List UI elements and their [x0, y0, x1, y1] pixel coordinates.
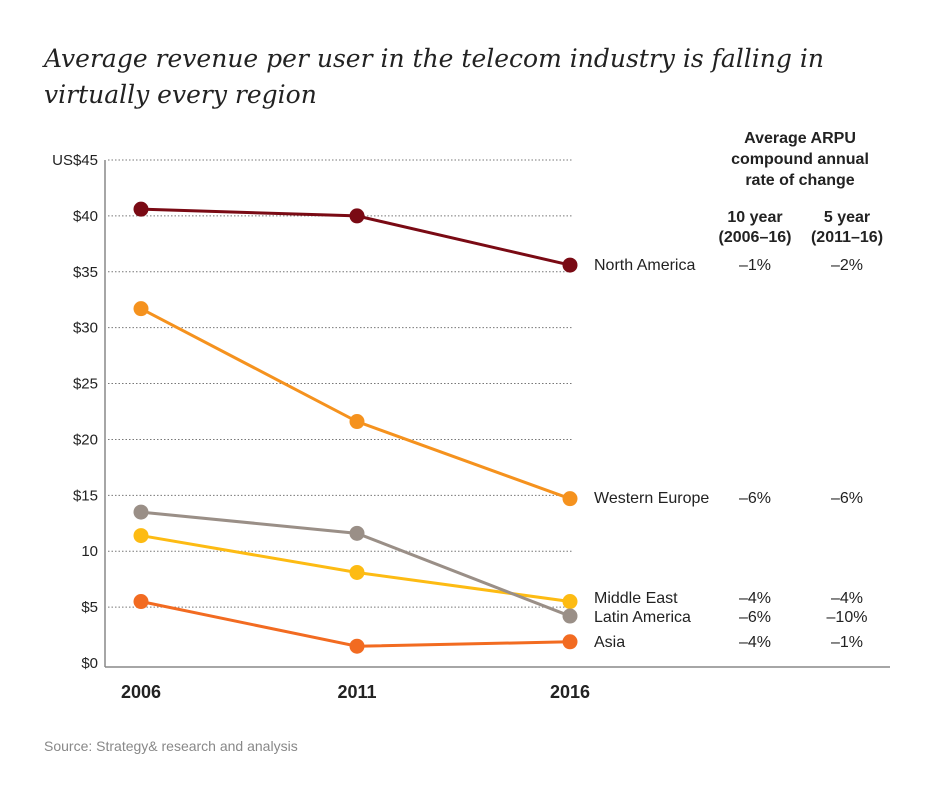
ten-year-rate: –4%	[739, 590, 771, 607]
five-year-rate: –2%	[831, 257, 863, 274]
y-tick-label: $25	[73, 376, 98, 393]
data-point	[562, 491, 578, 507]
table-header-1: Average ARPU	[744, 130, 856, 147]
data-point	[349, 525, 365, 541]
y-tick-label: $20	[73, 431, 98, 448]
chart-title-line-2: virtually every region	[44, 80, 317, 109]
data-point	[133, 594, 149, 610]
five-year-rate: –4%	[831, 590, 863, 607]
series-line	[140, 307, 571, 501]
data-point	[133, 504, 149, 520]
y-tick-label: $15	[73, 487, 98, 504]
ten-year-rate: –6%	[739, 490, 771, 507]
table-header-3: rate of change	[745, 172, 854, 189]
data-point	[562, 608, 578, 624]
data-point	[133, 528, 149, 544]
ten-year-rate: –4%	[739, 634, 771, 651]
series-label: North America	[594, 257, 695, 274]
series-label: Asia	[594, 634, 625, 651]
data-point	[349, 564, 365, 580]
chart-title-line-1: Average revenue per user in the telecom …	[42, 44, 824, 73]
y-tick-label: $30	[73, 320, 98, 337]
y-tick-label: $0	[81, 655, 98, 672]
col2-header-2: (2011–16)	[811, 229, 883, 246]
data-point	[133, 201, 149, 217]
ten-year-rate: –1%	[739, 257, 771, 274]
col1-header-2: (2006–16)	[719, 229, 792, 246]
five-year-rate: –1%	[831, 634, 863, 651]
series-label: Western Europe	[594, 490, 709, 507]
series-label: Middle East	[594, 590, 678, 607]
table-header-2: compound annual	[731, 151, 869, 168]
y-tick-label: $40	[73, 208, 98, 225]
data-point	[349, 638, 365, 654]
five-year-rate: –10%	[827, 609, 868, 626]
data-point	[562, 594, 578, 610]
x-tick-label: 2011	[337, 682, 376, 702]
data-point	[562, 257, 578, 273]
data-point	[349, 208, 365, 224]
y-tick-label: $35	[73, 264, 98, 281]
data-point	[562, 634, 578, 650]
col1-header-1: 10 year	[727, 209, 782, 226]
x-tick-label: 2006	[121, 682, 161, 702]
five-year-rate: –6%	[831, 490, 863, 507]
col2-header-1: 5 year	[824, 209, 870, 226]
source-note: Source: Strategy& research and analysis	[44, 738, 298, 754]
ten-year-rate: –6%	[739, 609, 771, 626]
series-label: Latin America	[594, 609, 691, 626]
x-tick-label: 2016	[550, 682, 590, 702]
data-point	[349, 414, 365, 430]
y-tick-label: US$45	[52, 152, 98, 169]
y-tick-label: 10	[81, 543, 98, 560]
y-tick-label: $5	[81, 599, 98, 616]
data-point	[133, 301, 149, 317]
